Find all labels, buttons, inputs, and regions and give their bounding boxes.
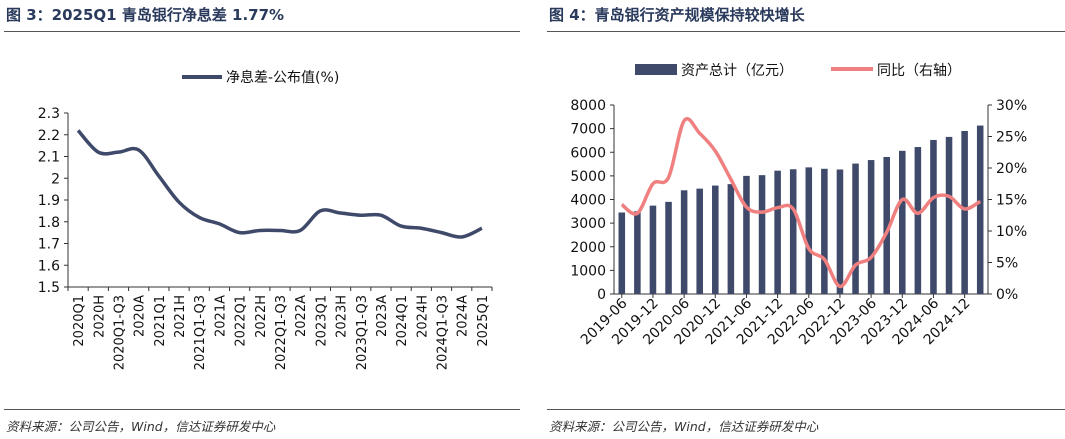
x-tick-label: 2020H bbox=[92, 295, 107, 338]
asset-bar bbox=[712, 185, 719, 294]
figure-4-source: 资料来源：公司公告，Wind，信达证券研发中心 bbox=[549, 419, 819, 434]
figure-4-title: 图 4：青岛银行资产规模保持较快增长 bbox=[549, 6, 805, 24]
yoy-series-line bbox=[620, 117, 982, 289]
x-tick-label: 2025Q1 bbox=[476, 295, 491, 347]
asset-bar bbox=[821, 168, 828, 294]
x-tick-label: 2022Q1-Q3 bbox=[274, 295, 289, 370]
asset-bar bbox=[976, 125, 984, 295]
y-left-tick-label: 1000 bbox=[570, 263, 606, 279]
legend-label-yoy: 同比（右轴） bbox=[877, 63, 961, 79]
y-left-tick-label: 2000 bbox=[570, 240, 606, 256]
x-tick-label: 2021Q1 bbox=[153, 295, 168, 347]
figure-3-source: 资料来源：公司公告，Wind，信达证券研发中心 bbox=[6, 419, 276, 434]
x-tick-label: 2021Q1-Q3 bbox=[193, 295, 208, 370]
asset-bar bbox=[930, 139, 937, 294]
y-left-tick-label: 7000 bbox=[570, 122, 606, 138]
asset-bar bbox=[774, 170, 781, 294]
x-tick-label: 2023Q1-Q3 bbox=[355, 295, 370, 370]
x-tick-label: 2022A bbox=[294, 295, 309, 337]
asset-bar bbox=[696, 188, 703, 294]
asset-bar bbox=[727, 184, 735, 294]
y-right-tick-label: 20% bbox=[996, 161, 1027, 177]
y-tick-label: 1.7 bbox=[38, 237, 60, 253]
x-tick-label: 2023A bbox=[375, 295, 390, 337]
figure-3-bottom-rule bbox=[4, 409, 520, 410]
x-tick-label: 2022H bbox=[254, 295, 269, 338]
y-tick-label: 1.5 bbox=[38, 280, 60, 296]
asset-bar bbox=[649, 205, 657, 294]
y-right-tick-label: 30% bbox=[996, 98, 1027, 114]
asset-bar bbox=[945, 136, 953, 294]
x-tick-label: 2024A bbox=[456, 295, 471, 337]
y-tick-label: 1.8 bbox=[38, 215, 60, 231]
x-tick-label: 2021H bbox=[173, 295, 188, 338]
figure-4-top-rule bbox=[547, 31, 1065, 32]
asset-bar bbox=[680, 190, 688, 294]
asset-bar bbox=[789, 169, 797, 294]
y-right-tick-label: 0% bbox=[996, 287, 1018, 303]
asset-bar bbox=[899, 150, 906, 294]
asset-bar bbox=[665, 201, 672, 294]
x-tick-label: 2020Q1 bbox=[72, 295, 87, 347]
y-right-tick-label: 5% bbox=[996, 256, 1018, 272]
asset-bar-line-chart: 资产总计（亿元） 同比（右轴） 0 1000 2000 3000 4000 5000 6000… bbox=[570, 63, 1027, 348]
y-left-tick-label: 0 bbox=[597, 287, 606, 303]
legend-label-nim: 净息差-公布值(%) bbox=[226, 69, 339, 86]
asset-bar bbox=[883, 156, 890, 294]
y-tick-label: 2.3 bbox=[38, 106, 60, 122]
y-tick-label: 2.2 bbox=[38, 128, 60, 144]
y-tick-label: 2.1 bbox=[38, 150, 60, 166]
figure-3-top-rule bbox=[4, 31, 520, 32]
y-left-tick-label: 5000 bbox=[570, 169, 606, 185]
asset-bar bbox=[634, 211, 641, 294]
y-tick-label: 2 bbox=[51, 171, 60, 187]
x-tick-label: 2023H bbox=[335, 295, 350, 338]
y-right-tick-label: 25% bbox=[996, 130, 1027, 146]
figure-4-panel: 图 4：青岛银行资产规模保持较快增长 资产总计（亿元） 同比（右轴） 0 1000 2… bbox=[543, 0, 1065, 439]
legend-label-assets: 资产总计（亿元） bbox=[681, 63, 793, 79]
y-left-tick-label: 4000 bbox=[570, 193, 606, 209]
y-left-tick-label: 8000 bbox=[570, 98, 606, 114]
asset-bar bbox=[805, 167, 813, 294]
asset-bar bbox=[618, 212, 626, 294]
x-tick-label: 2022Q1 bbox=[234, 295, 249, 347]
x-tick-label: 2020Q1-Q3 bbox=[112, 295, 127, 370]
x-tick-label: 2024Q1 bbox=[395, 295, 410, 347]
asset-bar bbox=[914, 147, 922, 294]
figure-3-title: 图 3：2025Q1 青岛银行净息差 1.77% bbox=[6, 6, 285, 24]
x-tick-label: 2021A bbox=[213, 295, 228, 337]
asset-bar bbox=[836, 169, 844, 294]
x-tick-label: 2023Q1 bbox=[314, 295, 329, 347]
asset-bar bbox=[961, 130, 968, 294]
legend-swatch-assets bbox=[635, 64, 677, 75]
figure-4-bottom-rule bbox=[547, 409, 1065, 410]
y-tick-label: 1.6 bbox=[38, 258, 60, 274]
x-tick-label: 2024H bbox=[415, 295, 430, 338]
y-right-tick-label: 15% bbox=[996, 193, 1027, 209]
asset-bar bbox=[852, 163, 859, 294]
x-tick-label: 2020A bbox=[133, 295, 148, 337]
y-tick-label: 1.9 bbox=[38, 193, 60, 209]
figure-3-panel: 图 3：2025Q1 青岛银行净息差 1.77% 净息差-公布值(%) 1.5 1… bbox=[0, 0, 520, 439]
asset-bar bbox=[743, 175, 750, 294]
y-left-tick-label: 6000 bbox=[570, 145, 606, 161]
nim-line-chart: 净息差-公布值(%) 1.5 1.6 1.7 1.8 1.9 2 2.1 2.2 2.3 202… bbox=[38, 69, 493, 370]
y-left-tick-label: 3000 bbox=[570, 216, 606, 232]
asset-bar bbox=[867, 160, 875, 294]
x-tick-label: 2024Q1-Q3 bbox=[436, 295, 451, 370]
asset-bar bbox=[758, 175, 766, 294]
y-right-tick-label: 10% bbox=[996, 224, 1027, 240]
nim-series-line bbox=[76, 129, 483, 239]
